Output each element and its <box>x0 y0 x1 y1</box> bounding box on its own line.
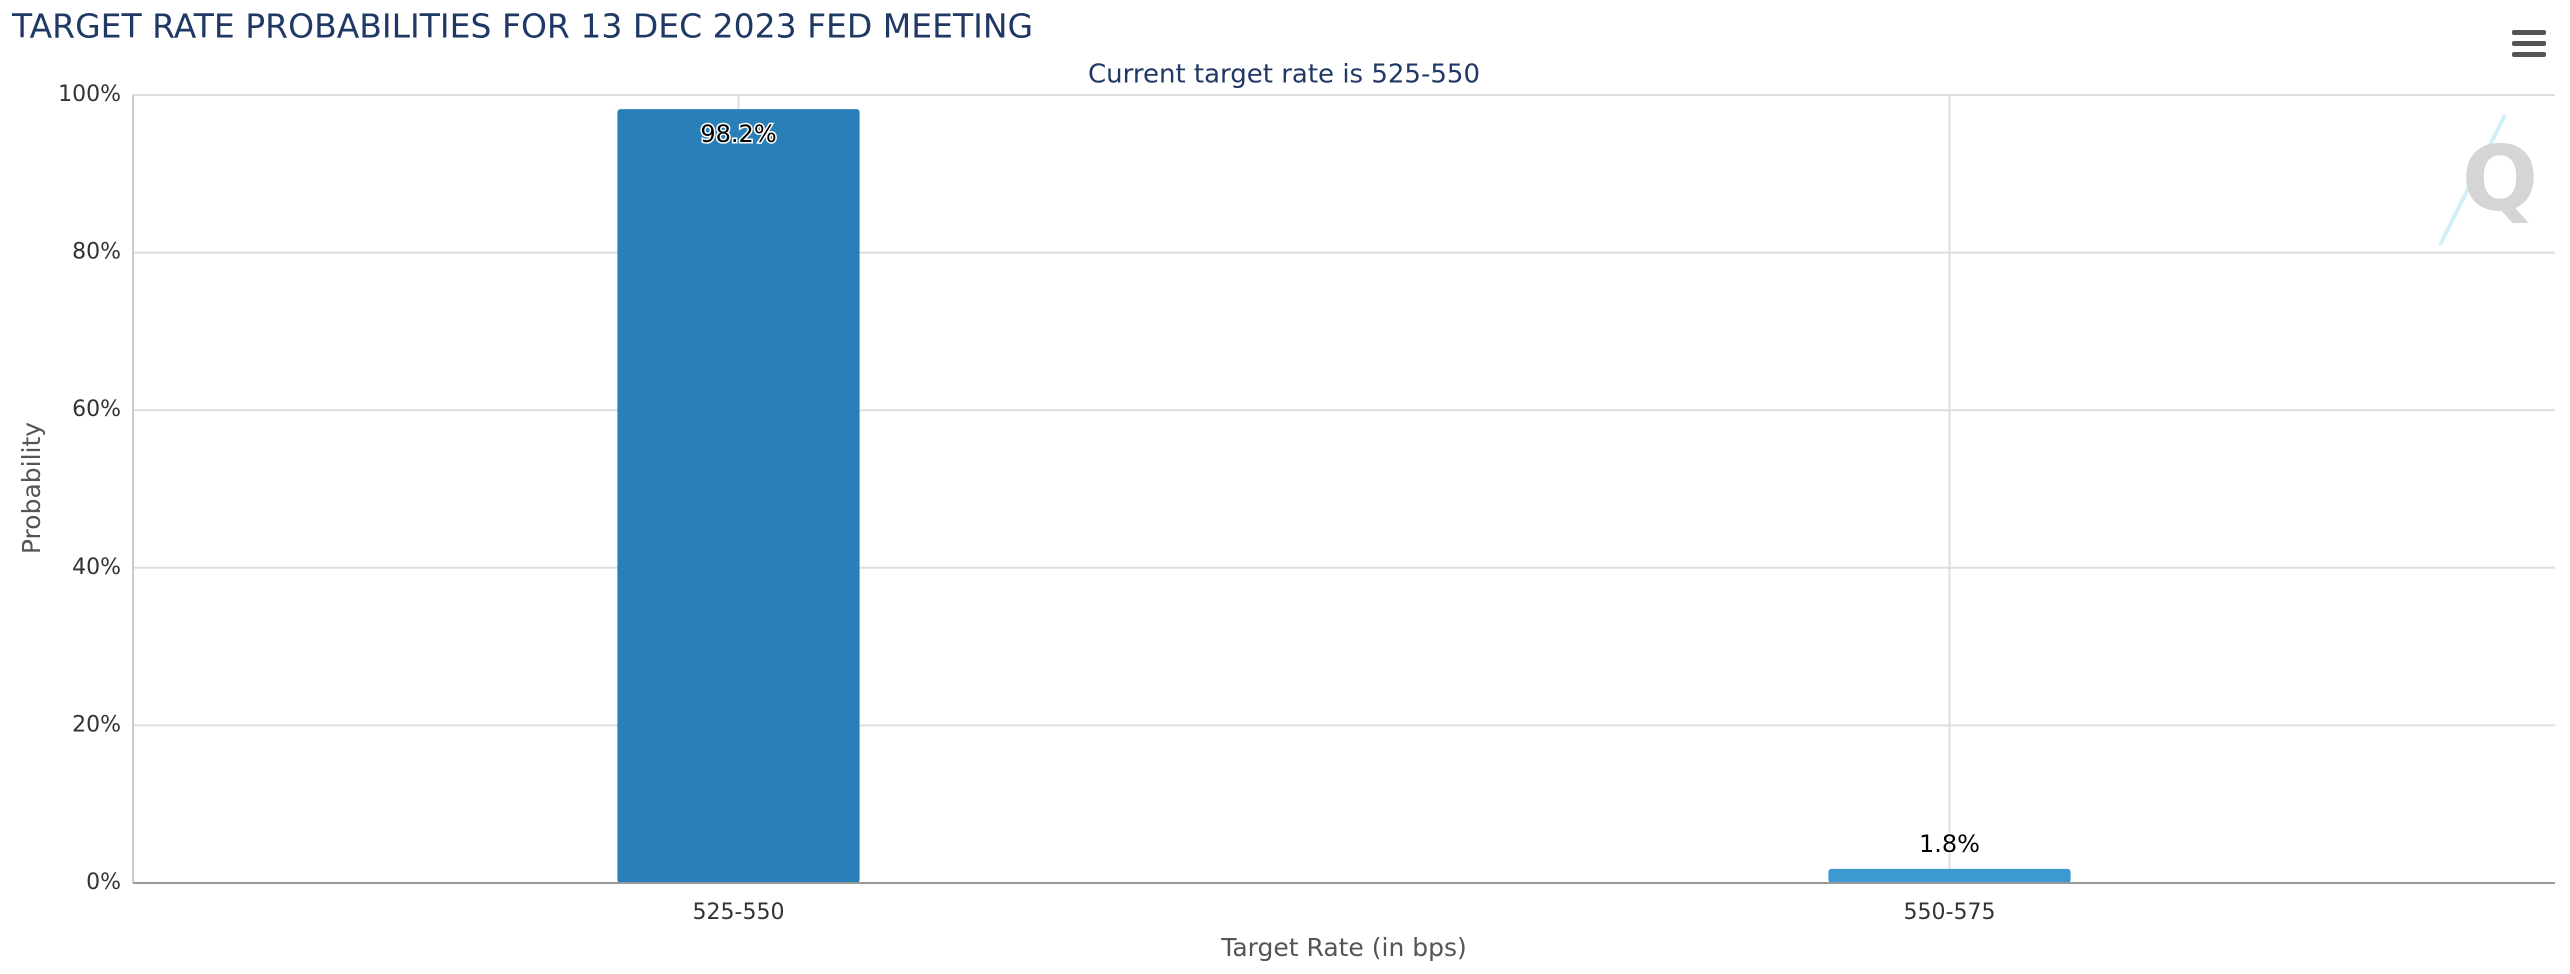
y-tick-label: 60% <box>72 397 121 422</box>
chart-title: TARGET RATE PROBABILITIES FOR 13 DEC 202… <box>11 7 1033 46</box>
svg-text:Q: Q <box>2462 127 2539 232</box>
x-tick-label: 550-575 <box>1904 900 1996 925</box>
bar <box>1828 868 2071 883</box>
y-tick-label: 80% <box>72 240 121 265</box>
logo: Q <box>2438 114 2539 246</box>
x-tick-label: 525-550 <box>693 900 785 925</box>
x-axis-title: Target Rate (in bps) <box>1220 933 1467 962</box>
bar <box>617 109 860 883</box>
y-tick-label: 20% <box>72 712 121 737</box>
data-label: 1.8% <box>1919 830 1980 858</box>
data-label: 98.2% <box>700 120 776 148</box>
menu-icon[interactable] <box>2512 30 2546 57</box>
y-tick-label: 100% <box>58 82 121 107</box>
y-tick-label: 0% <box>86 870 121 895</box>
y-tick-label: 40% <box>72 555 121 580</box>
chart-subtitle: Current target rate is 525-550 <box>1088 60 1480 90</box>
y-axis-title: Probability <box>17 422 46 554</box>
